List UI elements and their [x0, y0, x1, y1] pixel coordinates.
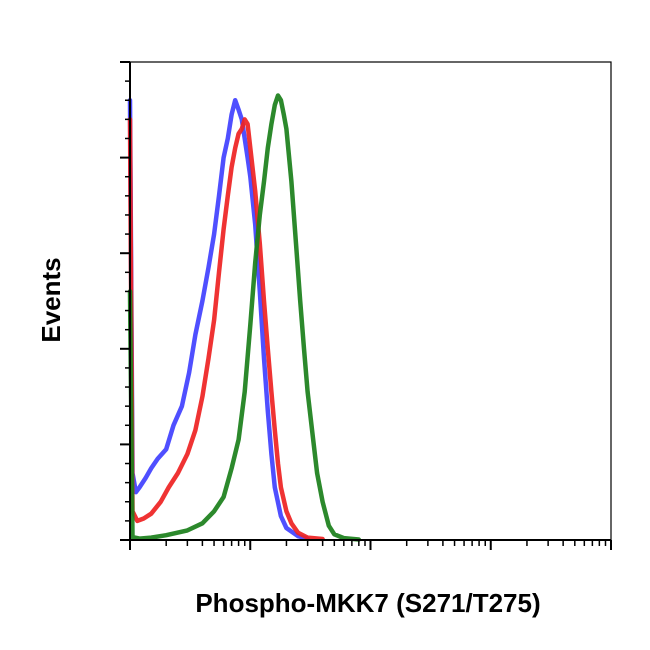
x-axis-label: Phospho-MKK7 (S271/T275) — [195, 588, 540, 618]
series-line-3 — [127, 93, 362, 542]
series-line-1 — [127, 97, 310, 541]
x-axis-ticks — [129, 540, 612, 550]
series-line-2 — [127, 117, 325, 542]
y-axis-label: Events — [36, 257, 66, 342]
series-layer — [127, 93, 362, 542]
plot-frame — [129, 61, 612, 541]
